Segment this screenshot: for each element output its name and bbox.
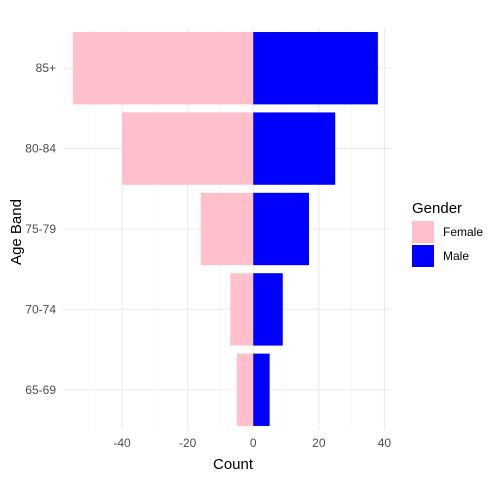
x-tick-label-20: 20 (312, 436, 326, 450)
bar-male-85 (253, 32, 378, 105)
bar-female-75-79 (200, 192, 254, 266)
legend: Gender Female Male (412, 200, 483, 267)
y-tick-label-85: 85+ (36, 61, 56, 75)
legend-items: Female Male (412, 221, 483, 267)
y-tick-label-65-69: 65-69 (25, 383, 56, 397)
bar-female-85 (72, 32, 254, 105)
legend-label-male: Male (443, 249, 469, 263)
x-axis-tick-labels: -40 -20 0 20 40 (113, 436, 391, 450)
bar-female-70-74 (230, 273, 254, 346)
bar-male-80-84 (253, 112, 336, 185)
y-tick-label-80-84: 80-84 (25, 142, 56, 156)
y-axis-title: Age Band (8, 199, 25, 265)
bar-male-65-69 (253, 353, 270, 426)
y-tick-label-70-74: 70-74 (25, 302, 56, 316)
legend-key-female (412, 221, 434, 243)
y-axis-tick-labels: 65-69 70-74 75-79 80-84 85+ (25, 61, 56, 397)
bar-female-65-69 (236, 353, 254, 426)
bar-male-70-74 (253, 273, 283, 346)
x-axis-title: Count (213, 456, 254, 473)
legend-label-female: Female (443, 225, 483, 239)
bars (72, 32, 378, 426)
x-tick-label-40: -40 (113, 436, 131, 450)
x-tick-label-20: -20 (179, 436, 197, 450)
legend-title: Gender (412, 200, 462, 217)
x-tick-label-0: 0 (250, 436, 257, 450)
bar-female-80-84 (122, 112, 254, 185)
bar-male-75-79 (253, 192, 309, 266)
legend-key-male (412, 245, 434, 267)
y-tick-label-75-79: 75-79 (25, 222, 56, 236)
x-tick-label-40: 40 (378, 436, 392, 450)
